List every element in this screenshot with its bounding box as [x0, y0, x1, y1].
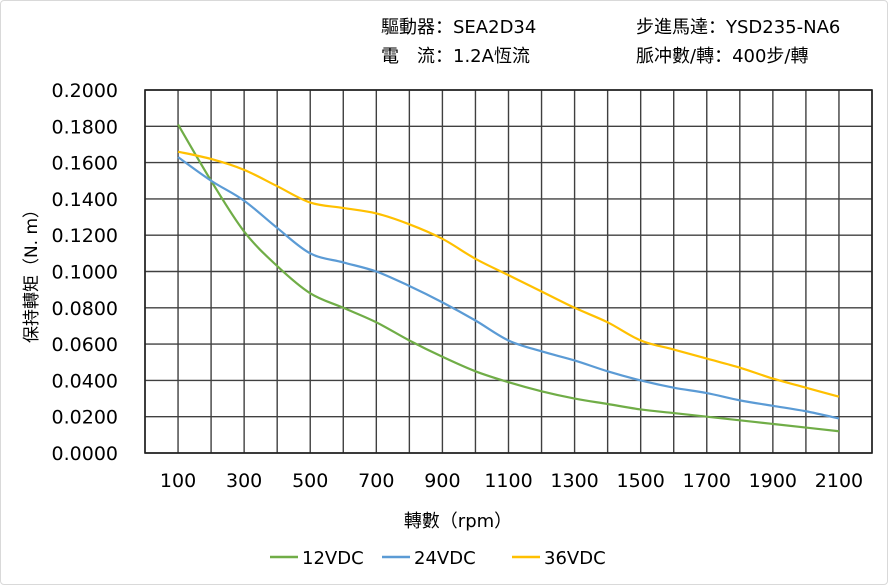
legend-label-12vdc: 12VDC	[302, 548, 364, 569]
x-axis-title: 轉數（rpm）	[404, 511, 512, 532]
y-tick-label: 0.1400	[52, 189, 118, 211]
series-line-36vdc	[177, 150, 840, 398]
x-tick-label: 2100	[815, 470, 863, 492]
driver-info: 驅動器：SEA2D34	[381, 17, 537, 38]
x-tick-label: 1700	[683, 470, 731, 492]
x-tick-label: 1300	[550, 470, 598, 492]
pulses-info: 脈冲數/轉：400步/轉	[636, 46, 809, 67]
y-tick-label: 0.1000	[52, 262, 118, 284]
legend-label-24vdc: 24VDC	[414, 548, 476, 569]
y-tick-label: 0.0600	[52, 334, 118, 356]
y-tick-label: 0.0200	[52, 407, 118, 429]
plot-border	[144, 89, 873, 454]
x-tick-label: 1900	[749, 470, 797, 492]
x-tick-label: 1100	[484, 470, 532, 492]
y-tick-label: 0.0400	[52, 370, 118, 392]
y-tick-label: 0.0800	[52, 298, 118, 320]
y-tick-label: 0.1200	[52, 225, 118, 247]
motor-info: 步進馬達：YSD235-NA6	[636, 17, 841, 38]
y-tick-label: 0.2000	[52, 80, 118, 102]
x-tick-label: 300	[226, 470, 262, 492]
x-tick-label: 500	[292, 470, 328, 492]
y-tick-label: 0.1800	[52, 116, 118, 138]
x-tick-label: 700	[358, 470, 394, 492]
series-line-12vdc	[177, 123, 840, 433]
x-tick-label: 100	[160, 470, 196, 492]
x-tick-label: 1500	[617, 470, 665, 492]
series-line-24vdc	[177, 156, 840, 420]
y-axis-title: 保持轉矩（N. m）	[22, 201, 42, 343]
y-tick-label: 0.1600	[52, 153, 118, 175]
x-tick-label: 900	[424, 470, 460, 492]
current-info: 電 流：1.2A恆流	[381, 46, 530, 67]
legend-label-36vdc: 36VDC	[544, 548, 606, 569]
y-tick-label: 0.0000	[52, 443, 118, 465]
